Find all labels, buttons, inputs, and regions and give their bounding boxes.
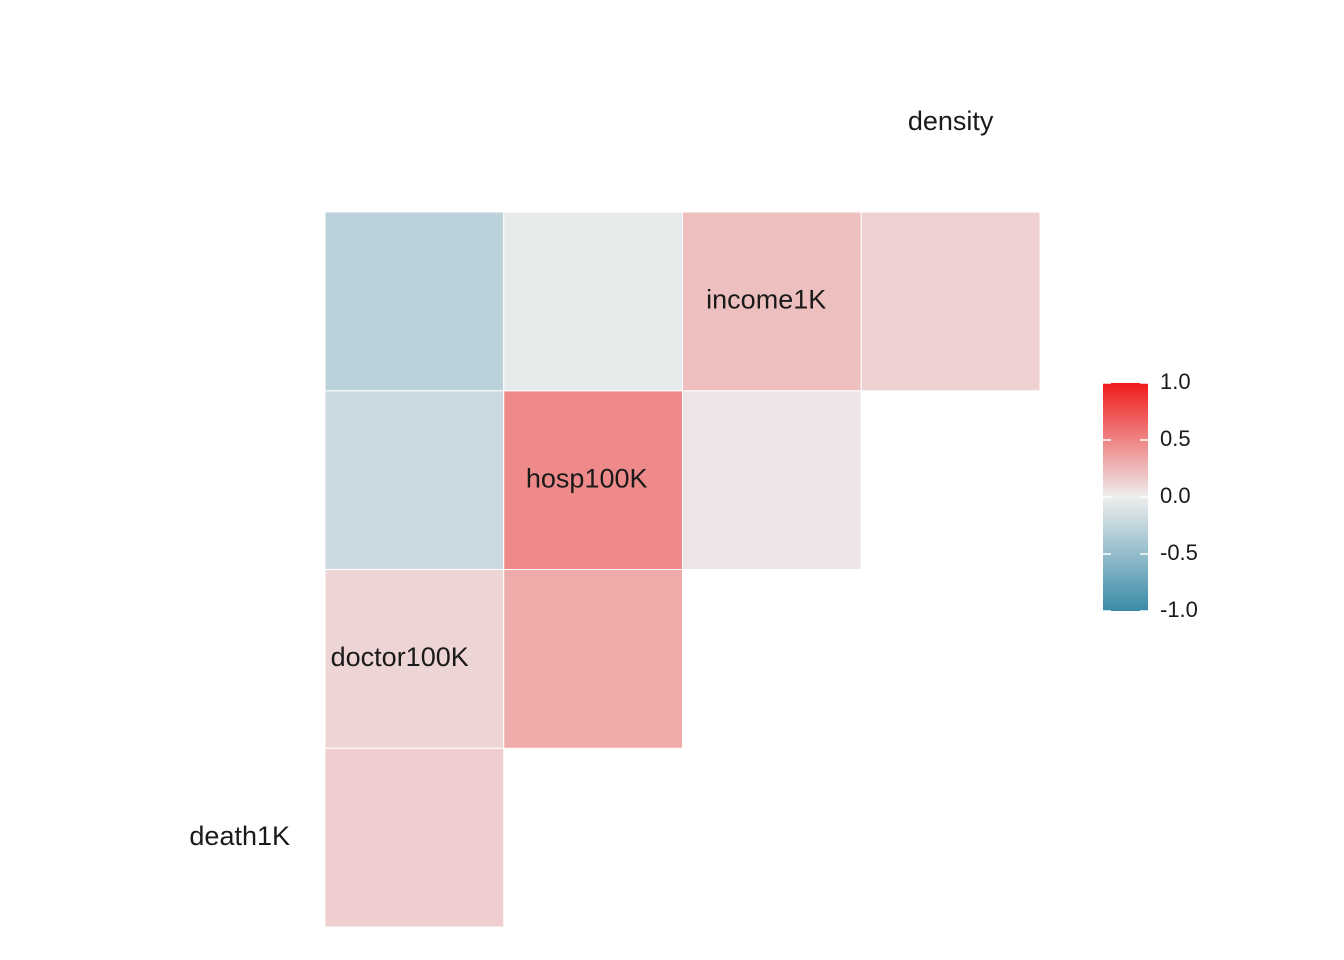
legend-tick-label: -1.0 [1160, 597, 1198, 622]
variable-label-doctor100K: doctor100K [331, 642, 469, 672]
legend-tick-label: 0.0 [1160, 483, 1191, 508]
variable-label-hosp100K: hosp100K [526, 463, 648, 493]
heatmap-cell-doctor100K-death1K [324, 747, 505, 928]
legend-tick-label: 1.0 [1160, 369, 1191, 394]
heatmap-cell-density-death1K [324, 211, 505, 392]
heatmap-cell-density-hosp100K [682, 211, 862, 392]
heatmap-cell-income1K-hosp100K [682, 390, 862, 570]
heatmap-cell-density-income1K [860, 211, 1041, 392]
heatmap-cell-income1K-doctor100K [503, 390, 683, 570]
variable-label-death1K: death1K [189, 821, 290, 851]
variable-label-density: density [908, 106, 994, 136]
heatmap-cell-income1K-death1K [324, 390, 505, 570]
variable-label-income1K: income1K [706, 285, 826, 315]
heatmap-cell-density-doctor100K [503, 211, 683, 392]
legend-tick-label: -0.5 [1160, 540, 1198, 565]
heatmap-cell-hosp100K-death1K [324, 569, 505, 749]
heatmap-cells [324, 211, 1041, 928]
variable-labels: death1K doctor100K hosp100K income1K density [189, 106, 993, 851]
color-legend: 1.0 0.5 0.0 -0.5 -1.0 [1103, 369, 1198, 622]
legend-tick-label: 0.5 [1160, 426, 1191, 451]
heatmap-cell-hosp100K-doctor100K [503, 569, 683, 749]
